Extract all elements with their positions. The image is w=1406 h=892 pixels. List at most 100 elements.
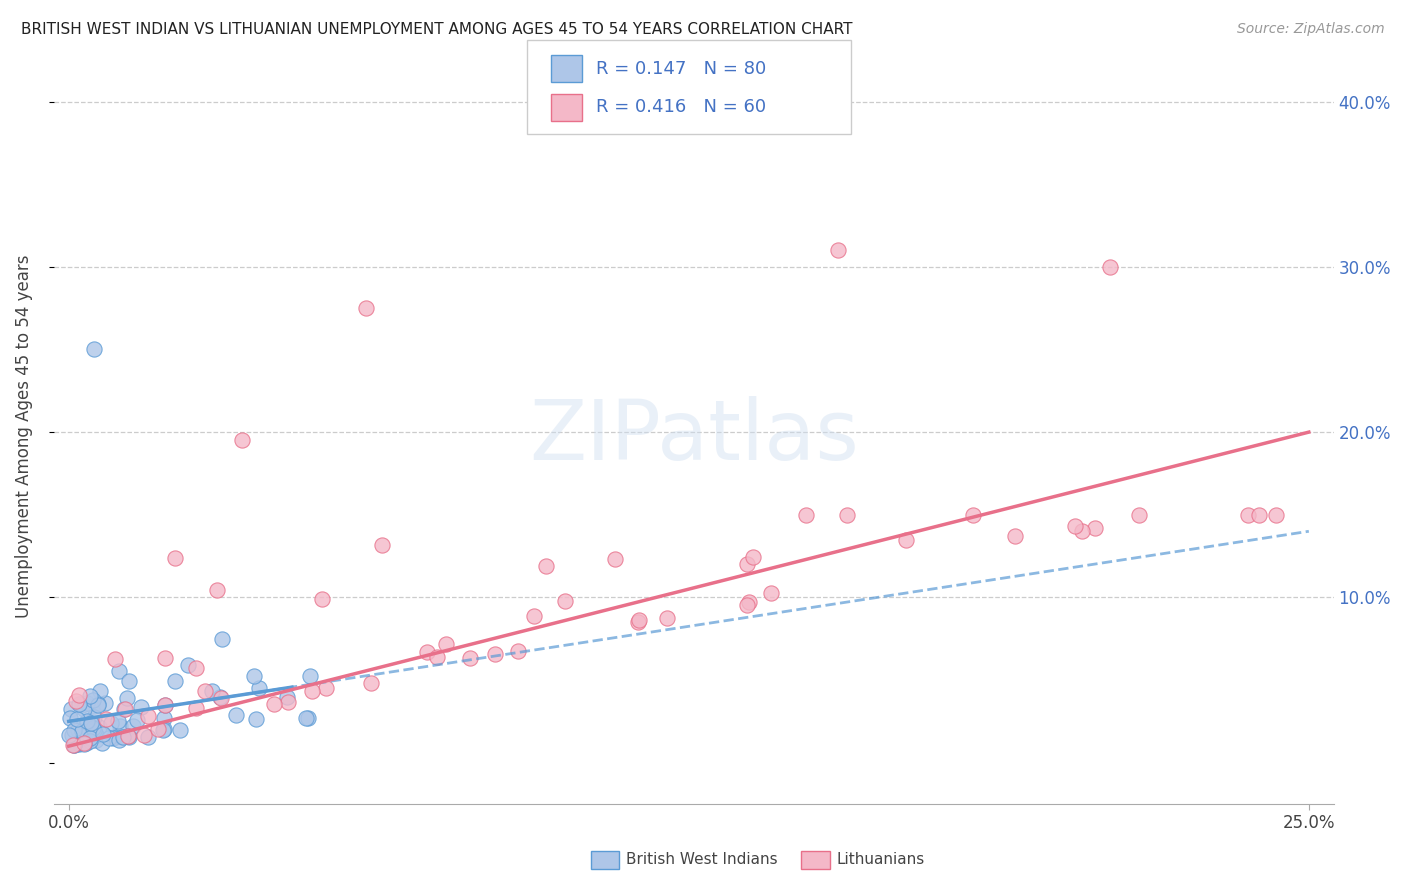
Point (245, 713, 267, 727)
Text: British West Indians: British West Indians (626, 853, 778, 867)
Point (201, 684, 224, 698)
Point (112, 702, 135, 716)
Point (628, 613, 651, 627)
Point (276, 690, 298, 705)
Point (163, 674, 186, 689)
Point (82, 693, 104, 707)
Point (62, 738, 84, 752)
Point (115, 690, 138, 705)
Y-axis label: Unemployment Among Ages 45 to 54 years: Unemployment Among Ages 45 to 54 years (15, 254, 32, 618)
Point (94, 696, 117, 710)
Point (827, 244, 849, 258)
Point (1004, 529, 1026, 543)
Text: R = 0.147   N = 80: R = 0.147 N = 80 (596, 60, 766, 78)
Point (117, 729, 139, 743)
Point (62, 739, 84, 753)
Point (209, 690, 232, 705)
Point (1237, 508, 1260, 522)
Point (735, 557, 758, 571)
Point (134, 728, 156, 742)
Point (108, 718, 131, 732)
Point (83, 710, 105, 724)
Point (58, 728, 80, 742)
Point (1128, 508, 1150, 522)
Point (894, 533, 917, 548)
Point (737, 595, 759, 609)
Point (153, 711, 176, 725)
Point (153, 722, 176, 736)
Point (209, 690, 232, 705)
Point (76, 714, 98, 728)
Point (243, 669, 266, 683)
Point (148, 722, 170, 736)
Point (63, 723, 86, 737)
Point (62, 738, 84, 752)
Point (65, 694, 87, 708)
Point (118, 673, 141, 688)
Point (1099, 260, 1122, 274)
Point (108, 664, 131, 678)
Text: BRITISH WEST INDIAN VS LITHUANIAN UNEMPLOYMENT AMONG AGES 45 TO 54 YEARS CORRELA: BRITISH WEST INDIAN VS LITHUANIAN UNEMPL… (21, 22, 852, 37)
Point (211, 632, 233, 647)
Point (122, 719, 145, 733)
Point (534, 559, 557, 574)
Text: Source: ZipAtlas.com: Source: ZipAtlas.com (1237, 22, 1385, 37)
Point (554, 594, 576, 608)
Point (231, 434, 253, 448)
Point (84, 732, 107, 747)
Point (83, 343, 105, 357)
Point (484, 647, 506, 661)
Point (506, 644, 529, 658)
Point (103, 730, 125, 744)
Point (80, 715, 103, 730)
Point (737, 598, 759, 612)
Point (311, 591, 333, 606)
Point (60, 728, 83, 742)
Point (100, 715, 122, 730)
Point (523, 609, 546, 624)
Point (153, 698, 176, 712)
Point (962, 508, 984, 522)
Point (315, 681, 337, 695)
Point (67, 737, 90, 751)
Point (416, 645, 439, 659)
Point (194, 683, 217, 698)
Point (82, 722, 104, 736)
Point (87, 697, 110, 711)
Text: ZIPatlas: ZIPatlas (529, 396, 859, 476)
Point (79, 689, 101, 703)
Point (72, 736, 94, 750)
Point (277, 695, 299, 709)
Point (152, 723, 174, 738)
Point (94, 712, 117, 726)
Point (129, 699, 152, 714)
Point (247, 681, 270, 695)
Point (76, 696, 98, 710)
Point (76, 714, 98, 729)
Point (356, 301, 378, 315)
Point (66, 736, 89, 750)
Point (360, 675, 382, 690)
Point (75, 736, 97, 750)
Point (153, 651, 176, 665)
Point (136, 708, 159, 723)
Point (605, 551, 627, 566)
Point (107, 714, 129, 729)
Point (97, 731, 120, 745)
Point (117, 729, 139, 743)
Point (1064, 519, 1087, 533)
Point (87, 698, 110, 713)
Point (301, 683, 323, 698)
Point (104, 651, 127, 665)
Point (60, 702, 83, 716)
Point (114, 701, 136, 715)
Point (184, 661, 207, 675)
Point (84, 727, 107, 741)
Point (794, 508, 817, 522)
Point (426, 650, 449, 665)
Point (186, 701, 208, 715)
Point (118, 730, 141, 744)
Point (91, 735, 114, 749)
Point (83, 723, 105, 737)
Point (67, 723, 90, 737)
